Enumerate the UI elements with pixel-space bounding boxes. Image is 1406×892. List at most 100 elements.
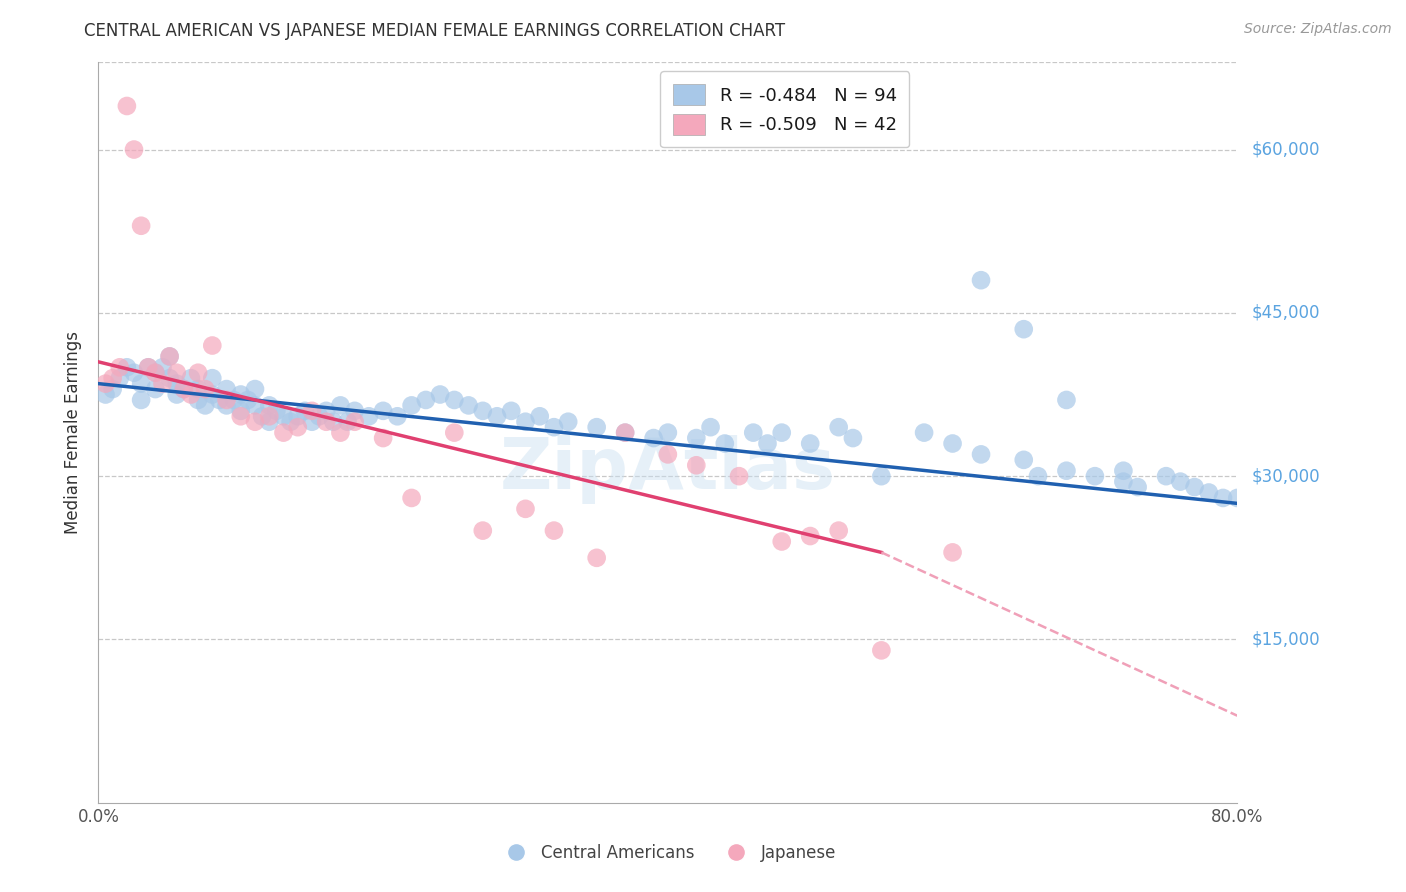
Point [280,415,302,429]
Point [173,382,195,396]
Point [159,350,181,364]
Text: Source: ZipAtlas.com: Source: ZipAtlas.com [1244,22,1392,37]
Point [201,371,224,385]
Point [229,409,252,424]
Text: $60,000: $60,000 [1251,141,1320,159]
Point [585,550,607,565]
Point [471,404,494,418]
Point [243,398,266,412]
Point [145,366,167,380]
Point [194,382,217,396]
Point [1056,464,1078,478]
Point [287,420,309,434]
Point [122,143,145,157]
Point [770,534,793,549]
Point [145,382,167,396]
Point [1084,469,1107,483]
Point [357,409,380,424]
Point [94,376,117,391]
Point [942,545,965,559]
Text: CENTRAL AMERICAN VS JAPANESE MEDIAN FEMALE EARNINGS CORRELATION CHART: CENTRAL AMERICAN VS JAPANESE MEDIAN FEMA… [84,22,786,40]
Point [401,491,423,505]
Point [101,382,124,396]
Point [828,420,851,434]
Point [152,376,174,391]
Point [970,273,993,287]
Point [259,415,281,429]
Point [471,524,494,538]
Point [115,99,138,113]
Point [259,398,281,412]
Point [166,387,188,401]
Point [1212,491,1234,505]
Point [201,387,224,401]
Point [152,360,174,375]
Point [585,420,607,434]
Point [187,382,209,396]
Point [799,529,821,543]
Text: $30,000: $30,000 [1251,467,1320,485]
Point [387,409,409,424]
Point [486,409,509,424]
Point [343,415,366,429]
Point [229,404,252,418]
Point [94,387,117,401]
Point [657,425,679,440]
Point [287,409,309,424]
Point [329,398,352,412]
Point [870,643,893,657]
Point [443,392,465,407]
Point [108,360,131,375]
Point [180,371,202,385]
Point [373,404,395,418]
Point [236,392,259,407]
Point [614,425,637,440]
Point [429,387,451,401]
Point [770,425,793,440]
Point [208,392,231,407]
Legend: Central Americans, Japanese: Central Americans, Japanese [492,838,844,869]
Point [215,398,238,412]
Point [243,415,266,429]
Point [159,371,181,385]
Point [308,409,330,424]
Point [166,376,188,391]
Point [1198,485,1220,500]
Point [685,458,707,473]
Point [1012,322,1035,336]
Point [301,404,323,418]
Point [557,415,579,429]
Point [1154,469,1177,483]
Point [136,360,159,375]
Point [643,431,665,445]
Point [912,425,935,440]
Point [1012,453,1035,467]
Point [515,415,537,429]
Point [322,415,344,429]
Point [343,404,366,418]
Point [201,338,224,352]
Point [315,415,337,429]
Point [942,436,965,450]
Point [180,387,202,401]
Point [799,436,821,450]
Point [301,415,323,429]
Point [756,436,779,450]
Y-axis label: Median Female Earnings: Median Female Earnings [65,331,83,534]
Point [215,392,238,407]
Point [315,404,337,418]
Point [1026,469,1049,483]
Point [329,425,352,440]
Text: $45,000: $45,000 [1251,304,1320,322]
Point [699,420,721,434]
Point [259,409,281,424]
Point [101,371,124,385]
Point [294,404,316,418]
Point [970,447,993,461]
Point [1112,464,1135,478]
Point [115,360,138,375]
Point [543,524,565,538]
Point [336,415,359,429]
Point [122,366,145,380]
Point [515,501,537,516]
